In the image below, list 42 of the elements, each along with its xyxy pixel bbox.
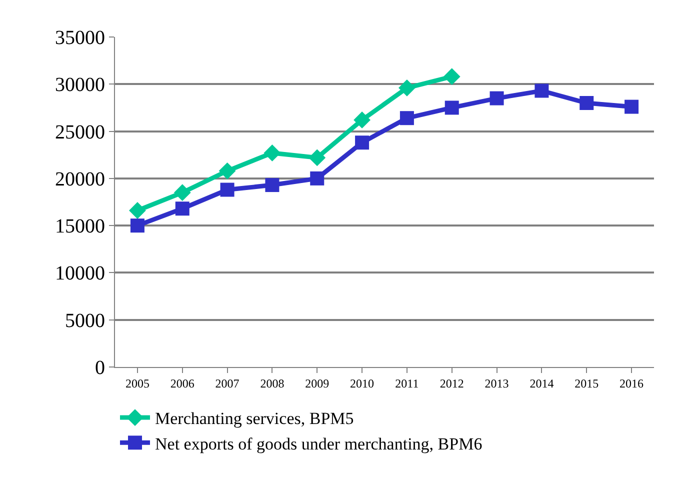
point (624, 100, 639, 114)
y-tick-label: 35000 (55, 27, 105, 49)
y-tick-label: 10000 (55, 262, 105, 285)
point (308, 149, 326, 166)
x-tick-label: 2015 (574, 376, 599, 390)
point (175, 202, 190, 216)
x-tick-label: 2010 (350, 376, 374, 390)
x-tick-label: 2009 (305, 376, 330, 390)
point (174, 184, 191, 202)
point (398, 79, 416, 96)
y-tick-label: 0 (95, 357, 105, 379)
x-tick-label: 2011 (395, 376, 419, 390)
x-tick-label: 2008 (260, 376, 284, 390)
x-tick-label: 2012 (440, 376, 464, 390)
point (264, 144, 281, 162)
y-tick-label: 15000 (55, 216, 105, 238)
x-tick-label: 2005 (125, 376, 150, 390)
x-tick-label: 2016 (620, 376, 644, 390)
point (310, 171, 324, 186)
legend-label: Net exports of goods under merchanting, BPM6 (155, 434, 482, 454)
x-tick-label: 2007 (215, 376, 240, 390)
point (444, 100, 459, 115)
point (354, 112, 370, 128)
x-tick-label: 2014 (530, 376, 554, 390)
point (265, 178, 280, 192)
y-tick-label: 30000 (55, 74, 105, 96)
point (129, 202, 146, 219)
y-tick-label: 20000 (55, 168, 105, 190)
y-tick-label: 25000 (55, 121, 105, 144)
point (490, 91, 504, 106)
point (220, 182, 234, 197)
x-tick-label: 2006 (170, 376, 194, 390)
point (534, 84, 549, 98)
point (218, 162, 236, 180)
x-tick-label: 2013 (484, 376, 509, 390)
point (580, 96, 594, 110)
legend-label: Merchanting services, BPM5 (155, 409, 354, 428)
point (400, 111, 414, 126)
y-tick-label: 5000 (65, 310, 105, 332)
point (443, 68, 460, 86)
point (355, 136, 370, 150)
point (130, 218, 144, 233)
